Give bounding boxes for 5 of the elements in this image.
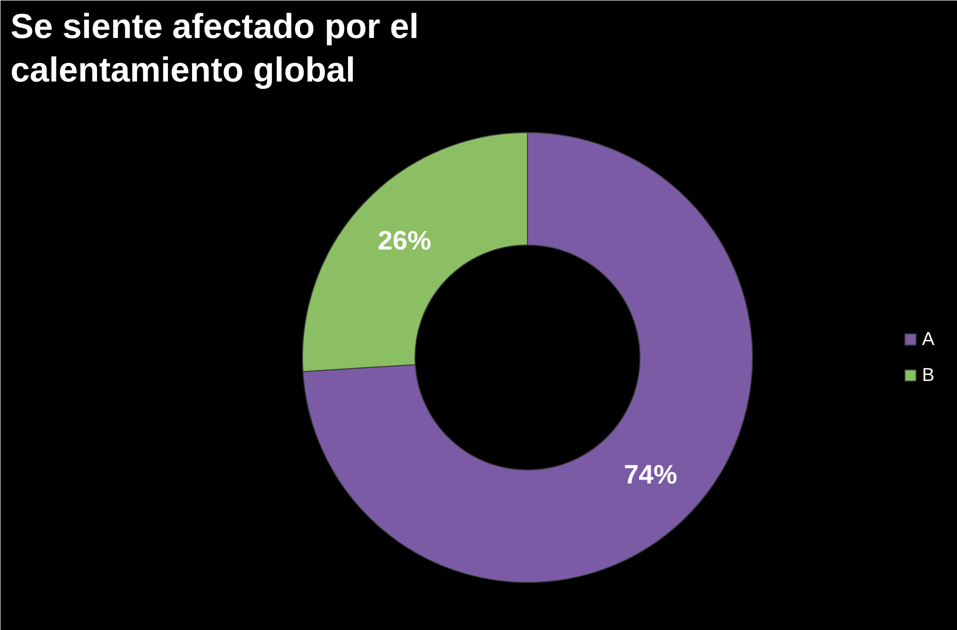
legend-label: A: [922, 328, 936, 350]
data-label: 74%: [624, 459, 678, 490]
chart-title: Se siente afectado por el calentamiento global: [10, 8, 419, 90]
data-label: 26%: [378, 226, 432, 256]
legend-label: B: [922, 364, 936, 386]
